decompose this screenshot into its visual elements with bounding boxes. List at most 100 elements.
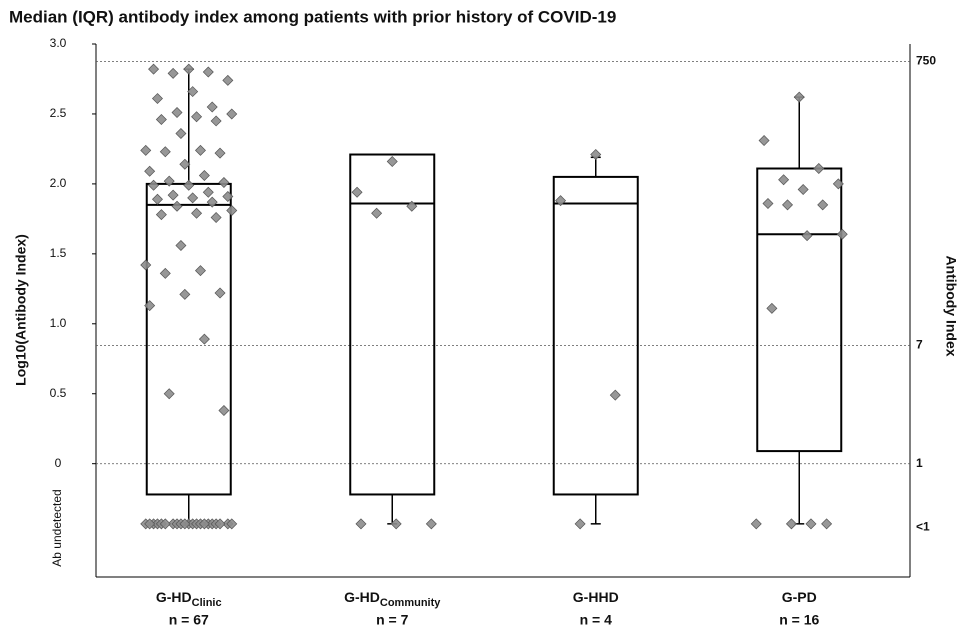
data-point xyxy=(191,207,203,219)
data-point xyxy=(817,199,829,211)
data-point xyxy=(218,177,230,188)
category-name: G-PD xyxy=(782,589,817,605)
box xyxy=(145,182,232,496)
data-point xyxy=(159,267,171,279)
data-point xyxy=(202,66,214,78)
data-point xyxy=(425,518,437,530)
y2-axis-label: Antibody Index xyxy=(943,255,959,356)
data-point xyxy=(214,147,226,159)
data-point xyxy=(140,259,152,271)
data-point xyxy=(171,200,183,212)
data-point xyxy=(179,158,191,170)
data-point xyxy=(590,149,602,161)
data-point xyxy=(778,174,790,186)
data-point xyxy=(782,199,794,211)
data-point xyxy=(226,108,238,120)
data-point xyxy=(371,207,383,219)
data-point xyxy=(198,333,210,345)
box xyxy=(349,153,436,496)
y2-tick-label: 750 xyxy=(916,54,936,68)
y2-tick-label: 7 xyxy=(916,338,923,352)
data-point xyxy=(175,128,187,140)
data-point xyxy=(762,197,774,209)
data-point xyxy=(406,200,418,212)
x-tick-label: G-PD xyxy=(782,589,817,605)
y-tick-label: 3.0 xyxy=(50,36,67,50)
n-label: n = 67 xyxy=(169,612,209,628)
data-point xyxy=(140,144,152,156)
data-point xyxy=(555,195,567,207)
data-point xyxy=(801,230,813,242)
data-point xyxy=(163,175,175,187)
chart-title: Median (IQR) antibody index among patien… xyxy=(9,7,616,26)
category-subscript: Clinic xyxy=(192,597,222,609)
data-point xyxy=(198,170,210,181)
data-point xyxy=(159,146,171,158)
category-name: G-HHD xyxy=(573,589,619,605)
data-point xyxy=(832,178,844,190)
data-point xyxy=(144,300,156,312)
y-tick-label: 2.5 xyxy=(50,106,67,120)
data-point xyxy=(351,186,363,198)
data-point xyxy=(750,518,762,530)
undetected-annotation: Ab undetected xyxy=(50,489,64,566)
category-subscript: Community xyxy=(380,597,441,609)
data-point xyxy=(758,135,770,147)
data-point xyxy=(175,239,187,251)
y-tick-label: 1.5 xyxy=(50,246,67,260)
box xyxy=(756,167,843,453)
data-point xyxy=(390,518,402,530)
data-point xyxy=(155,209,167,221)
x-tick-label: G-HDCommunity xyxy=(344,589,441,609)
data-point xyxy=(167,67,179,79)
data-point xyxy=(821,518,833,530)
data-point xyxy=(148,179,160,191)
data-point xyxy=(355,518,367,530)
data-point xyxy=(183,179,195,191)
data-point xyxy=(191,111,203,123)
data-point xyxy=(805,518,817,530)
data-point xyxy=(194,144,206,156)
n-label: n = 4 xyxy=(580,612,613,628)
data-point xyxy=(179,288,191,300)
data-point xyxy=(210,211,222,223)
data-point xyxy=(206,101,218,113)
data-point xyxy=(797,183,809,195)
data-point xyxy=(813,163,825,175)
n-label: n = 7 xyxy=(376,612,409,628)
y2-tick-label: 1 xyxy=(916,456,923,470)
y-axis-label: Log10(Antibody Index) xyxy=(13,234,29,386)
data-point xyxy=(198,518,210,530)
data-point xyxy=(226,518,238,530)
n-label: n = 16 xyxy=(779,612,819,628)
data-point xyxy=(222,190,234,202)
box xyxy=(552,175,639,496)
data-point xyxy=(206,196,218,208)
data-point xyxy=(148,63,160,75)
data-point xyxy=(151,193,163,205)
x-tick-label: G-HDClinic xyxy=(156,589,222,609)
data-point xyxy=(210,115,222,127)
y-tick-label: 1.0 xyxy=(50,316,67,330)
y2-tick-label: <1 xyxy=(916,520,930,534)
data-point xyxy=(151,93,163,105)
data-point xyxy=(226,204,238,216)
data-point xyxy=(171,107,183,119)
data-point xyxy=(214,518,226,530)
data-point xyxy=(218,405,230,417)
data-point xyxy=(194,265,206,277)
data-point xyxy=(187,192,199,204)
data-point xyxy=(144,165,156,177)
category-name: G-HD xyxy=(344,589,380,605)
y-tick-label: 0.5 xyxy=(50,386,67,400)
category-name: G-HD xyxy=(156,589,192,605)
data-point xyxy=(144,518,156,530)
data-point xyxy=(187,86,199,98)
data-point xyxy=(202,186,214,198)
data-point xyxy=(163,388,175,400)
data-point xyxy=(214,287,226,299)
data-point xyxy=(222,74,234,86)
data-point xyxy=(386,156,398,168)
x-tick-label: G-HHD xyxy=(573,589,619,605)
